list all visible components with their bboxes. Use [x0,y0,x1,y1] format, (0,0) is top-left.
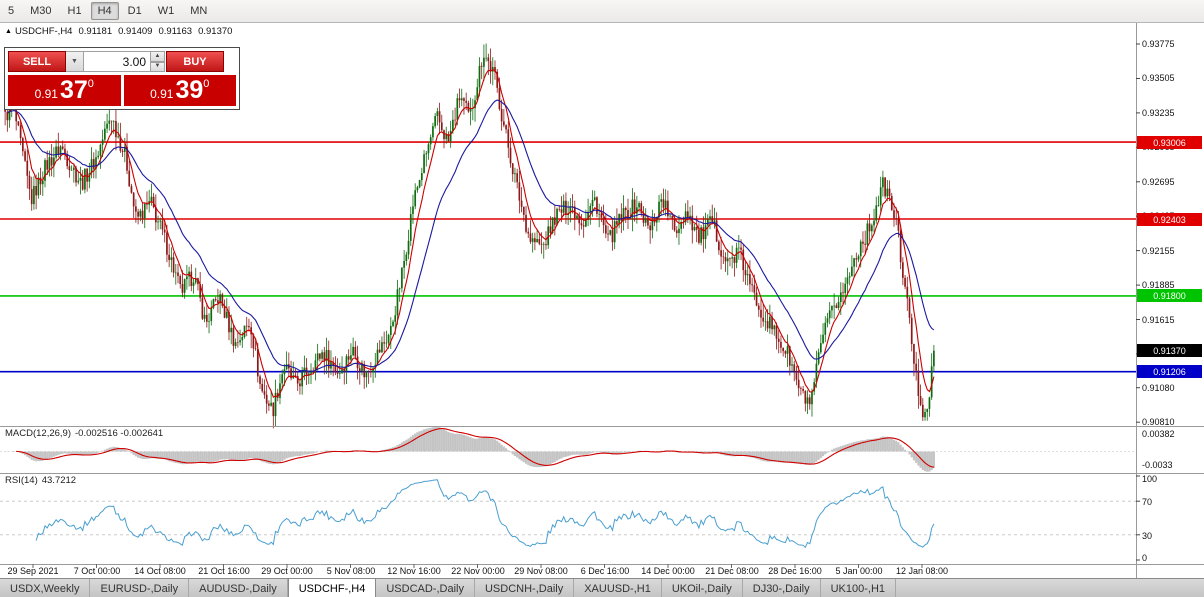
chart-tab[interactable]: USDX,Weekly [0,579,91,597]
bid-price-display[interactable]: 0.91 37 0 [8,75,121,106]
time-axis-label: 7 Oct 00:00 [73,566,121,576]
price-axis-tick: 0.91885 [1142,280,1175,290]
sell-button[interactable]: SELL [8,51,66,72]
price-axis-tick: 0.93235 [1142,108,1175,118]
up-triangle-icon: ▲ [5,28,12,35]
low-value: 0.91163 [158,26,193,37]
price-axis-box: 0.91370 [1137,344,1202,357]
macd-axis-label: 0.00382 [1142,429,1175,439]
volume-stepper: ▲ ▼ [150,51,165,72]
time-axis-label: 5 Nov 08:00 [326,566,376,576]
chart-tab[interactable]: USDCNH-,Daily [475,579,575,597]
price-axis-box: 0.92403 [1137,213,1202,226]
time-axis-label: 5 Jan 00:00 [835,566,883,576]
time-axis-label: 29 Oct 00:00 [261,566,313,576]
price-axis-box: 0.91206 [1137,365,1202,378]
timeframe-button-w1[interactable]: W1 [151,2,182,20]
time-axis-label: 12 Nov 16:00 [387,566,441,576]
timeframe-button-d1[interactable]: D1 [121,2,149,20]
timeframe-toolbar: 5 M30 H1 H4 D1 W1 MN [0,0,1204,23]
timeframe-button-h1[interactable]: H1 [61,2,89,20]
open-value: 0.91181 [78,26,113,37]
close-value: 0.91370 [198,26,233,37]
time-axis-label: 12 Jan 08:00 [895,566,949,576]
price-axis-box: 0.91800 [1137,289,1202,302]
chart-tab[interactable]: XAUUSD-,H1 [574,579,662,597]
chart-tab[interactable]: USDCHF-,H4 [287,579,377,597]
time-axis-label: 28 Dec 16:00 [768,566,822,576]
volume-dropdown-button[interactable]: ▼ [66,51,84,72]
time-axis-label: 14 Dec 00:00 [641,566,695,576]
buy-button[interactable]: BUY [166,51,224,72]
timeframe-button-h4[interactable]: H4 [90,2,119,20]
high-value: 0.91409 [118,26,153,37]
rsi-axis-label: 0 [1142,553,1148,563]
time-axis-label: 14 Oct 08:00 [134,566,186,576]
price-axis-box: 0.93006 [1137,136,1202,149]
volume-input[interactable] [84,51,150,72]
ask-price-display[interactable]: 0.91 39 0 [123,75,236,106]
time-axis-label: 21 Oct 16:00 [198,566,250,576]
chart-area[interactable]: ▲ USDCHF-,H4 0.91181 0.91409 0.91163 0.9… [0,23,1204,578]
time-axis-label: 21 Dec 08:00 [705,566,759,576]
price-axis-tick: 0.91080 [1142,383,1175,393]
price-axis-tick: 0.92695 [1142,177,1175,187]
chart-tab[interactable]: EURUSD-,Daily [90,579,190,597]
rsi-indicator-label: RSI(14) 43.7212 [5,475,77,486]
time-axis-label: 29 Sep 2021 [7,566,59,576]
chart-tab[interactable]: UKOil-,Daily [662,579,743,597]
symbol-name: USDCHF-,H4 [14,26,73,37]
time-axis-label: 6 Dec 16:00 [580,566,630,576]
price-axis-tick: 0.90810 [1142,417,1175,427]
chart-tab[interactable]: UK100-,H1 [821,579,897,597]
symbol-ohlc-header: ▲ USDCHF-,H4 0.91181 0.91409 0.91163 0.9… [5,26,232,37]
time-axis-label: 22 Nov 00:00 [451,566,505,576]
macd-indicator-label: MACD(12,26,9) -0.002516 -0.002641 [5,428,164,439]
rsi-axis-label: 70 [1142,497,1153,507]
chart-tabs-bar: USDX,Weekly EURUSD-,Daily AUDUSD-,Daily USD… [0,578,1204,597]
timeframe-button-m30[interactable]: M30 [23,2,58,20]
timeframe-button-mn[interactable]: MN [183,2,214,20]
timeframe-button-5[interactable]: 5 [1,2,21,20]
volume-up-button[interactable]: ▲ [150,51,165,62]
price-axis-tick: 0.93505 [1142,73,1175,83]
rsi-axis-label: 30 [1142,531,1153,541]
chart-canvas[interactable] [0,23,1204,578]
time-axis-label: 29 Nov 08:00 [514,566,568,576]
chart-tab[interactable]: USDCAD-,Daily [376,579,475,597]
macd-axis-label: -0.0033 [1142,460,1173,470]
price-axis-tick: 0.92155 [1142,246,1175,256]
chart-tab[interactable]: DJ30-,Daily [743,579,821,597]
rsi-axis-label: 100 [1142,474,1158,484]
price-axis-tick: 0.93775 [1142,39,1175,49]
volume-down-button[interactable]: ▼ [150,61,165,72]
price-axis-tick: 0.91615 [1142,315,1175,325]
chart-tab[interactable]: AUDUSD-,Daily [189,579,288,597]
